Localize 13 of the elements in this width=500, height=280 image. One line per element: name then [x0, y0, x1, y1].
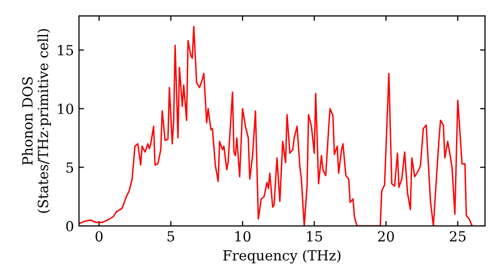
y-tick-label: 0 [66, 220, 74, 232]
x-tick-label: 10 [235, 231, 250, 242]
x-tick-label: 0 [96, 231, 103, 242]
x-tick-label: 20 [378, 231, 394, 242]
y-axis-title: Phonon DOS (States/THz·primitive cell) [22, 29, 51, 213]
y-tick-label: 5 [66, 162, 74, 173]
x-tick-label: 5 [168, 231, 174, 242]
y-tick-label: 10 [58, 104, 74, 114]
y-tick-label: 15 [58, 44, 74, 56]
line-series [79, 26, 473, 226]
x-axis-title: Frequency (THz) [223, 250, 340, 264]
x-tick-label: 15 [307, 231, 322, 242]
x-tick-label: 25 [450, 231, 466, 242]
